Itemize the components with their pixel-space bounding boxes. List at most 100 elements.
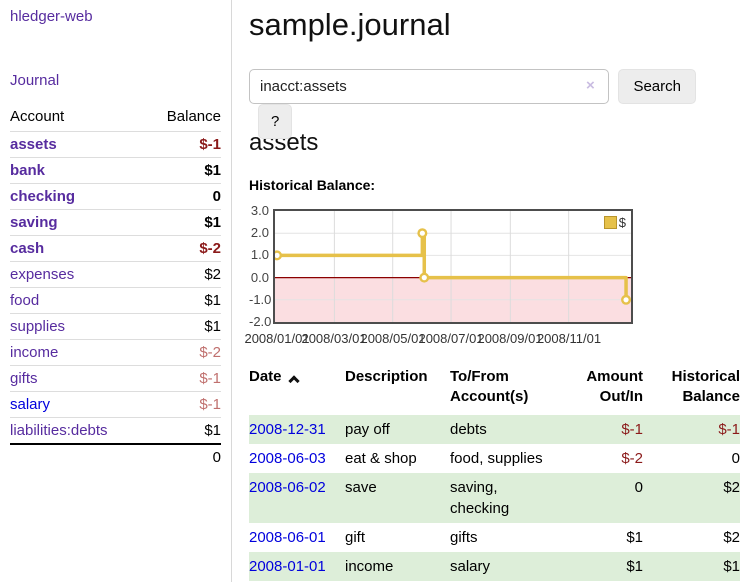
account-link[interactable]: income <box>10 344 59 361</box>
account-link[interactable]: gifts <box>10 370 38 387</box>
account-link[interactable]: saving <box>10 214 58 231</box>
register-balance-cell: 0 <box>731 450 740 467</box>
app-brand: hledger-web <box>10 8 221 26</box>
register-col-header: To/From Account(s) <box>450 368 529 405</box>
x-tick-label: 2008/01/01 <box>244 331 310 346</box>
account-link[interactable]: cash <box>10 240 45 257</box>
account-row: food $1 <box>10 287 221 314</box>
accounts-col-account: Account <box>10 108 65 125</box>
legend-swatch-icon <box>603 216 617 229</box>
account-balance: $-1 <box>145 391 221 418</box>
accounts-table-body: assets $-1 bank $1 checking 0 saving $1 cash $-2 e… <box>10 131 221 444</box>
clear-search-icon[interactable]: × <box>586 77 595 94</box>
accounts-total-spacer <box>10 443 146 470</box>
register-date-cell: 2008-06-03 <box>249 444 345 473</box>
register-date-cell: 2008-06-01 <box>249 523 345 552</box>
account-link[interactable]: expenses <box>10 266 75 283</box>
register-accounts-cell: food, supplies <box>450 450 543 467</box>
account-row: checking 0 <box>10 183 221 210</box>
register-col-header: Historical Balance <box>671 368 740 405</box>
account-balance: $-2 <box>145 235 221 262</box>
chart-legend: $ <box>603 215 626 230</box>
register-description-cell: save <box>345 479 377 496</box>
account-balance: $-2 <box>145 339 221 366</box>
sidebar-item-journal[interactable]: Journal <box>10 72 60 89</box>
register-date-link[interactable]: 2008-12-31 <box>249 421 326 438</box>
y-tick-label: 2.0 <box>250 225 269 240</box>
account-link[interactable]: supplies <box>10 318 66 335</box>
y-tick-label: 0.0 <box>250 270 269 285</box>
sidebar-nav: Journal <box>10 72 221 90</box>
account-row: income $-2 <box>10 339 221 366</box>
account-cell: liabilities:debts <box>10 417 146 444</box>
register-date-link[interactable]: 2008-06-01 <box>249 529 326 546</box>
page-title: sample.journal <box>249 7 451 42</box>
register-section: Date Description To/From Account(s) Amount Ou… <box>249 367 742 581</box>
register-accounts-cell: gifts <box>450 529 478 546</box>
y-tick-label: 3.0 <box>250 203 269 218</box>
register-col-header[interactable]: Date <box>249 367 345 415</box>
account-cell: supplies <box>10 313 146 340</box>
register-table: Date Description To/From Account(s) Amount Ou… <box>249 367 740 581</box>
account-balance: $-1 <box>145 131 221 158</box>
x-tick-label: 2008/07/01 <box>418 331 484 346</box>
register-row: 2008-01-01 income salary $1 $1 <box>249 552 740 581</box>
register-col-header: Description <box>345 368 428 385</box>
search-input[interactable] <box>249 69 609 104</box>
balance-chart: 3.0 2.0 1.0 0.0 -1.0 -2.0 $ 2008/01/01 2008/03… <box>244 202 742 352</box>
app-brand-link[interactable]: hledger-web <box>10 8 93 25</box>
account-row: gifts $-1 <box>10 365 221 392</box>
register-date-cell: 2008-12-31 <box>249 415 345 444</box>
x-tick-label: 2008/03/01 <box>301 331 367 346</box>
account-link[interactable]: salary <box>10 396 51 413</box>
account-cell: saving <box>10 209 146 236</box>
accounts-header-row: Account Balance <box>10 104 221 132</box>
y-tick-label: 1.0 <box>250 247 269 262</box>
account-heading: assets <box>249 129 319 156</box>
register-amount-cell: 0 <box>634 479 643 496</box>
account-cell: salary <box>10 391 146 418</box>
account-row: salary $-1 <box>10 391 221 418</box>
account-row: saving $1 <box>10 209 221 236</box>
register-date-cell: 2008-01-01 <box>249 552 345 581</box>
register-accounts-cell: salary <box>450 558 491 575</box>
account-row: supplies $1 <box>10 313 221 340</box>
account-link[interactable]: assets <box>10 136 57 153</box>
register-balance-cell: $1 <box>723 558 740 575</box>
register-date-link[interactable]: 2008-06-03 <box>249 450 326 467</box>
balance-chart-plot: $ <box>273 209 633 324</box>
y-tick-label: -2.0 <box>249 314 272 329</box>
legend-label: $ <box>618 215 626 230</box>
account-link[interactable]: liabilities:debts <box>10 422 108 439</box>
account-cell: expenses <box>10 261 146 288</box>
account-balance: $-1 <box>145 365 221 392</box>
register-accounts-cell: debts <box>450 421 487 438</box>
chart-canvas <box>275 211 631 322</box>
account-link[interactable]: bank <box>10 162 46 179</box>
account-balance: $1 <box>145 417 221 444</box>
register-date-link[interactable]: 2008-06-02 <box>249 479 326 496</box>
account-balance: $1 <box>145 157 221 184</box>
register-table-body: 2008-12-31 pay off debts $-1 $-1 2008-06-03 ea… <box>249 415 740 581</box>
account-balance: $2 <box>145 261 221 288</box>
x-tick-label: 2008/05/01 <box>360 331 426 346</box>
register-date-link[interactable]: 2008-01-01 <box>249 558 326 575</box>
register-row: 2008-06-01 gift gifts $1 $2 <box>249 523 740 552</box>
y-tick-label: -1.0 <box>249 292 272 307</box>
account-link[interactable]: food <box>10 292 40 309</box>
register-description-cell: gift <box>345 529 366 546</box>
account-row: assets $-1 <box>10 131 221 158</box>
register-description-cell: income <box>345 558 394 575</box>
register-col-header: Amount Out/In <box>586 368 643 405</box>
search-button[interactable]: Search <box>618 69 696 104</box>
help-button[interactable]: ? <box>258 104 293 139</box>
x-tick-label: 2008/11/01 <box>536 331 602 346</box>
register-accounts-cell: saving, checking <box>450 479 510 517</box>
register-amount-cell: $-1 <box>621 421 643 438</box>
accounts-total-value: 0 <box>145 443 221 470</box>
account-row: bank $1 <box>10 157 221 184</box>
register-amount-cell: $-2 <box>621 450 643 467</box>
account-balance: $1 <box>145 313 221 340</box>
search-bar: × Search ? <box>249 69 742 139</box>
account-link[interactable]: checking <box>10 188 76 205</box>
